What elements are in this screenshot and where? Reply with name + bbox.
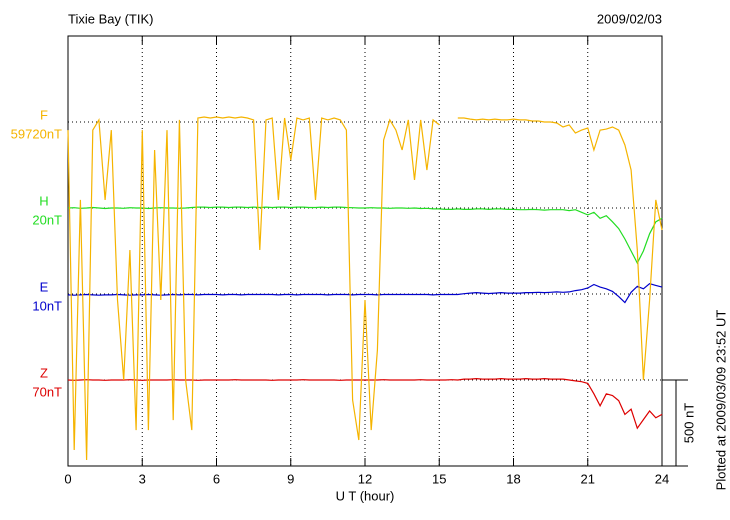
x-tick-label: 3 <box>139 471 146 486</box>
series-name: Z <box>40 365 48 380</box>
series-line <box>67 206 663 265</box>
x-axis-label: U T (hour) <box>336 488 395 503</box>
series-line <box>67 283 663 304</box>
series-name: F <box>40 107 48 122</box>
series-baseline: 70nT <box>32 384 62 399</box>
series-name: E <box>40 279 49 294</box>
x-tick-label: 9 <box>287 471 294 486</box>
series-baseline: 20nT <box>32 212 62 227</box>
x-tick-label: 21 <box>581 471 595 486</box>
x-tick-label: 6 <box>213 471 220 486</box>
chart-title: Tixie Bay (TIK) <box>68 11 153 26</box>
x-tick-label: 12 <box>358 471 372 486</box>
chart-date: 2009/02/03 <box>597 11 662 26</box>
x-tick-label: 15 <box>432 471 446 486</box>
series-line <box>67 377 663 430</box>
series-name: H <box>39 193 48 208</box>
series-baseline: 59720nT <box>11 126 62 141</box>
x-tick-label: 0 <box>64 471 71 486</box>
series-baseline: 10nT <box>32 298 62 313</box>
x-tick-label: 24 <box>655 471 669 486</box>
footnote: Plotted at 2009/03/09 23:52 UT <box>713 310 728 491</box>
x-tick-label: 18 <box>506 471 520 486</box>
scale-label: 500 nT <box>681 403 696 444</box>
series-line <box>67 116 663 461</box>
